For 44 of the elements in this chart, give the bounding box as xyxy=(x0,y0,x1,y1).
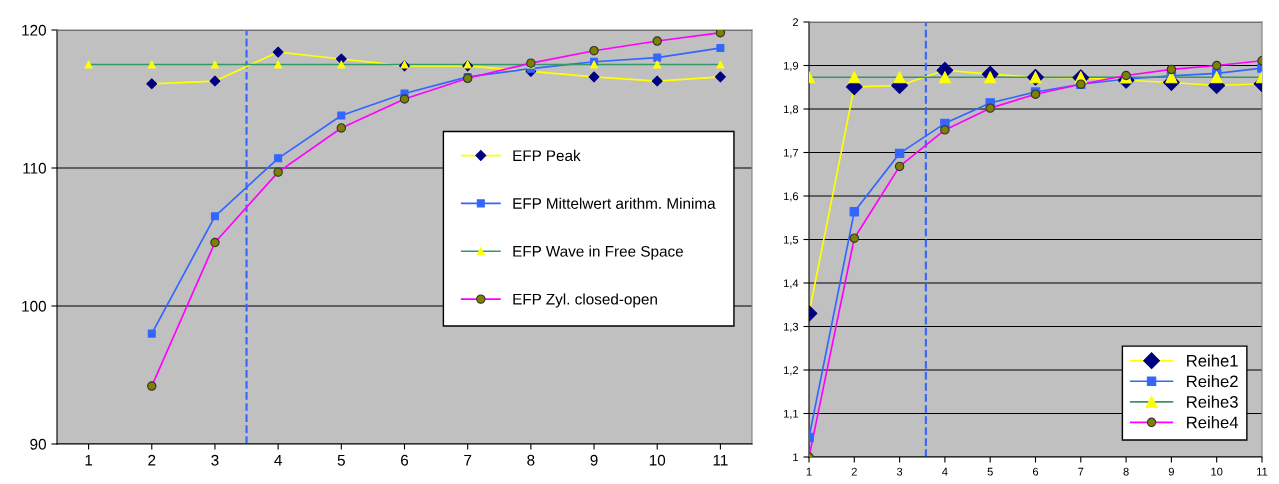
x-tick-label: 7 xyxy=(1078,467,1084,476)
x-tick-label: 5 xyxy=(337,454,345,466)
x-tick-label: 3 xyxy=(211,454,219,466)
y-tick-label: 1,5 xyxy=(783,235,799,245)
x-tick-label: 6 xyxy=(401,454,409,466)
x-tick-label: 8 xyxy=(1123,467,1129,476)
x-tick-label: 10 xyxy=(1211,467,1223,476)
x-tick-label: 9 xyxy=(590,454,598,466)
legend-label: EFP Mittelwert arithm. Minima xyxy=(513,197,716,209)
legend-label: Reihe1 xyxy=(1187,354,1238,367)
x-tick-label: 9 xyxy=(1168,467,1174,476)
x-tick-label: 2 xyxy=(851,467,857,476)
x-tick-label: 3 xyxy=(896,467,903,476)
legend-label: Reihe3 xyxy=(1187,395,1238,408)
x-tick-label: 10 xyxy=(649,454,666,466)
legend-label: Reihe4 xyxy=(1187,416,1239,429)
y-tick-label: 1,2 xyxy=(783,366,799,376)
y-tick-label: 1,3 xyxy=(783,322,799,332)
y-tick-label: 110 xyxy=(23,162,46,174)
x-tick-label: 8 xyxy=(527,454,535,466)
y-tick-label: 1,8 xyxy=(783,105,799,115)
legend-label: EFP Wave in Free Space xyxy=(513,245,683,260)
x-tick-label: 7 xyxy=(464,454,472,466)
x-tick-label: 6 xyxy=(1032,467,1039,476)
legend-label: Reihe2 xyxy=(1187,375,1238,388)
y-tick-label: 100 xyxy=(22,300,46,312)
x-tick-label: 4 xyxy=(274,454,282,466)
y-tick-label: 120 xyxy=(22,24,46,36)
y-tick-label: 1,7 xyxy=(783,148,799,158)
x-tick-label: 11 xyxy=(1257,467,1268,476)
x-tick-label: 4 xyxy=(942,467,948,476)
x-tick-label: 5 xyxy=(987,467,993,476)
x-tick-label: 11 xyxy=(713,454,728,466)
y-tick-label: 1,4 xyxy=(783,279,799,289)
x-tick-label: 1 xyxy=(85,454,93,466)
x-tick-label: 1 xyxy=(806,467,812,476)
y-tick-label: 1,1 xyxy=(783,409,799,419)
x-tick-label: 2 xyxy=(148,454,156,466)
y-tick-label: 2 xyxy=(792,18,799,27)
y-tick-label: 1,9 xyxy=(783,61,799,71)
legend-label: EFP Peak xyxy=(513,149,581,162)
y-tick-label: 1,6 xyxy=(783,192,799,202)
y-tick-label: 90 xyxy=(30,438,46,450)
legend-label: EFP Zyl. closed-open xyxy=(513,293,657,308)
